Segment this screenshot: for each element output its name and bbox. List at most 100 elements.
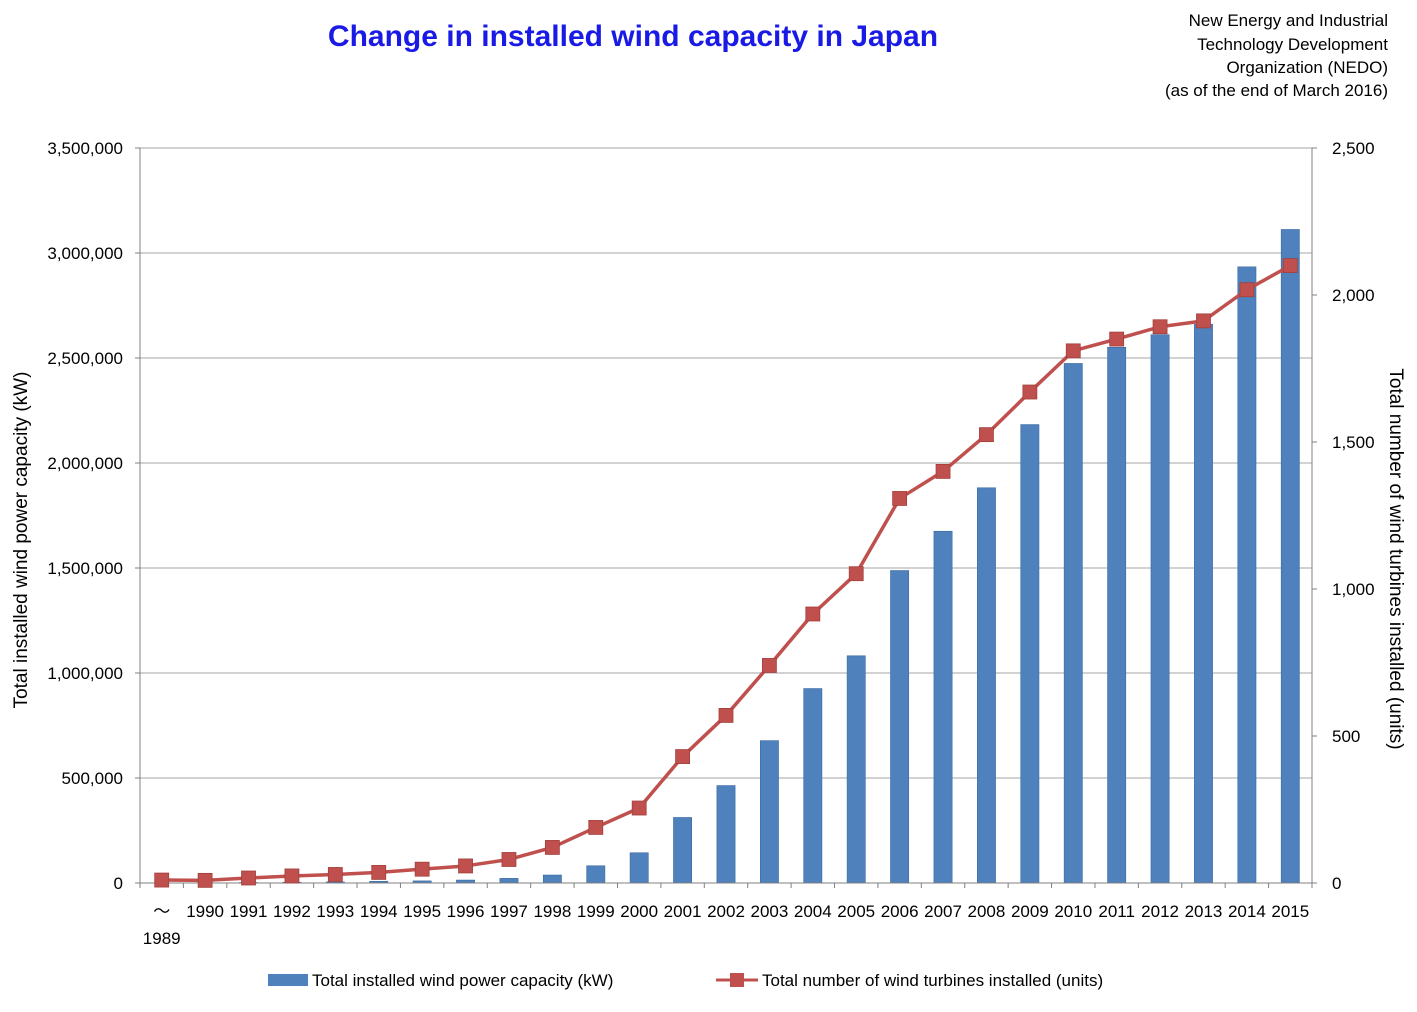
axes	[135, 147, 1317, 888]
x-tick-label: 1991	[230, 902, 268, 921]
x-tick-label: 2001	[664, 902, 702, 921]
legend-line-label: Total number of wind turbines installed …	[762, 971, 1103, 990]
bar	[846, 655, 866, 884]
line-marker	[935, 463, 951, 479]
x-tick-label: 2013	[1185, 902, 1223, 921]
bar	[1020, 424, 1040, 884]
y-tick-label: 1,000,000	[47, 664, 123, 683]
y2-tick-label: 2,500	[1332, 139, 1375, 158]
bar	[1150, 334, 1170, 884]
x-tick-label: 2012	[1141, 902, 1179, 921]
bar	[499, 878, 519, 884]
line-marker	[1065, 343, 1081, 359]
bar	[803, 688, 823, 884]
line-marker	[718, 708, 734, 723]
line-marker	[1022, 384, 1038, 400]
bar	[1063, 363, 1083, 884]
y2-tick-label: 1,000	[1332, 580, 1375, 599]
legend: Total installed wind power capacity (kW)…	[268, 971, 1103, 990]
bar	[1107, 346, 1127, 884]
source-line-4: (as of the end of March 2016)	[1165, 81, 1388, 100]
x-tick-label: 2014	[1228, 902, 1266, 921]
legend-bar-label: Total installed wind power capacity (kW)	[312, 971, 613, 990]
bar	[759, 740, 779, 884]
y2-tick-label: 2,000	[1332, 286, 1375, 305]
y2-axis-title: Total number of wind turbines installed …	[1385, 368, 1406, 749]
bar	[977, 487, 996, 884]
bar	[673, 817, 693, 884]
bar	[586, 865, 606, 884]
source-line-2: Technology Development	[1197, 35, 1388, 54]
line-marker	[458, 858, 473, 874]
line-marker	[154, 872, 170, 888]
bar	[890, 570, 910, 884]
line-series	[154, 258, 1298, 888]
line-marker	[197, 872, 213, 888]
bar	[933, 530, 953, 884]
x-tick-label: 1994	[360, 902, 398, 921]
bar	[1280, 229, 1300, 884]
y2-tick-label: 500	[1332, 727, 1360, 746]
bar	[716, 785, 736, 884]
x-tick-label: 1996	[447, 902, 485, 921]
line-marker	[1282, 258, 1298, 274]
right-axis-ticks: 0 500 1,000 1,500 2,000 2,500	[1332, 139, 1375, 893]
source-line-3: Organization (NEDO)	[1226, 58, 1388, 77]
line-marker	[675, 749, 690, 764]
line-marker	[1196, 313, 1211, 329]
x-tick-label: 2009	[1011, 902, 1049, 921]
line-marker	[241, 870, 256, 886]
y-axis-title: Total installed wind power capacity (kW)	[11, 372, 32, 709]
x-tick-label: 1995	[403, 902, 441, 921]
line-marker	[892, 491, 908, 506]
x-tick-label: 1990	[186, 902, 224, 921]
x-tick-label: 2000	[620, 902, 658, 921]
x-tick-label: 2015	[1271, 902, 1309, 921]
x-tick-label: 2004	[794, 902, 832, 921]
x-tick-label: 1992	[273, 902, 311, 921]
y-tick-label: 3,500,000	[47, 139, 123, 158]
bar	[542, 874, 562, 884]
x-tick-label: 2010	[1054, 902, 1092, 921]
line-marker	[414, 861, 430, 877]
line-marker	[1109, 331, 1125, 347]
line-marker	[284, 868, 300, 884]
line-marker	[501, 852, 517, 867]
line-marker	[979, 427, 994, 443]
bar	[1194, 323, 1213, 884]
y-tick-label: 2,500,000	[47, 349, 123, 368]
x-tick-label: 2007	[924, 902, 962, 921]
line-marker	[805, 606, 821, 622]
source-line-1: New Energy and Industrial	[1189, 11, 1388, 30]
y-tick-label: 0	[114, 874, 123, 893]
x-tick-label: 2002	[707, 902, 745, 921]
y-tick-label: 1,500,000	[47, 559, 123, 578]
y-tick-label: 2,000,000	[47, 454, 123, 473]
line-marker	[1239, 282, 1255, 298]
x-tick-label: 2005	[837, 902, 875, 921]
line-marker	[588, 820, 604, 835]
x-tick-label: 1998	[533, 902, 571, 921]
line-marker	[371, 865, 387, 880]
x-tick-label: 1999	[577, 902, 615, 921]
line-marker	[631, 800, 647, 816]
bar	[629, 852, 649, 884]
chart-title: Change in installed wind capacity in Jap…	[328, 20, 938, 53]
line-marker	[848, 566, 864, 582]
y2-tick-label: 1,500	[1332, 433, 1375, 452]
gridlines	[140, 147, 1312, 884]
x-tick-label: 2008	[968, 902, 1006, 921]
x-axis-ticks: ～ 1989 1990 1991 1992 1993 1994 1995 1996 1997 199…	[143, 902, 1309, 948]
x-tick-label: 2011	[1098, 902, 1135, 921]
x-tick-label: ～	[153, 902, 170, 921]
x-tick-label: 1993	[316, 902, 354, 921]
left-axis-ticks: 0 500,000 1,000,000 1,500,000 2,000,000 2,500…	[47, 139, 123, 893]
source-note: New Energy and Industrial Technology Dev…	[1165, 11, 1388, 100]
x-tick-label-year: 1989	[143, 929, 181, 948]
legend-bar-swatch	[268, 974, 308, 986]
x-tick-label: 1997	[490, 902, 528, 921]
x-tick-label: 2006	[881, 902, 919, 921]
line-marker	[762, 658, 777, 673]
legend-line-marker	[730, 973, 744, 987]
